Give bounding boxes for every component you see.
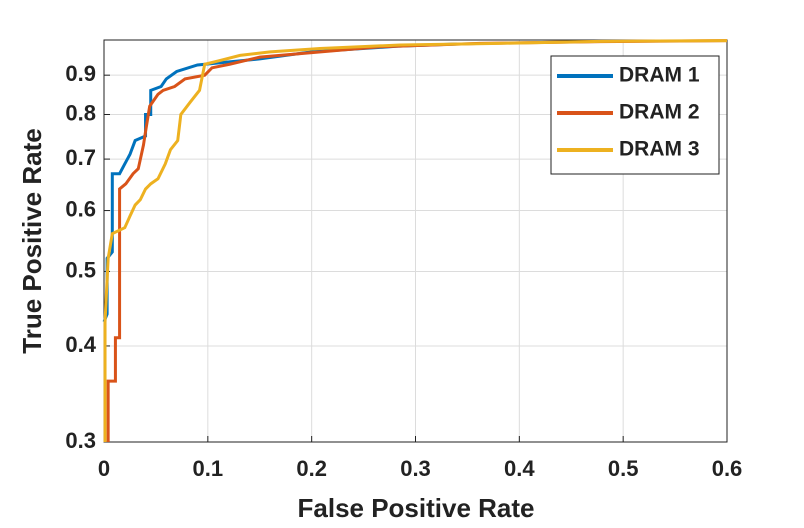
line-series [106, 39, 728, 442]
y-tick-label: 0.3 [65, 428, 96, 453]
legend-label: DRAM 1 [619, 64, 700, 87]
axes-frame [103, 39, 728, 443]
x-tick-label: 0.6 [712, 456, 743, 481]
legend-label: DRAM 3 [619, 138, 700, 161]
x-tick-label: 0.5 [608, 456, 639, 481]
legend-label: DRAM 2 [619, 101, 700, 124]
y-tick-label: 0.9 [65, 61, 96, 86]
y-tick-label: 0.7 [65, 145, 96, 170]
x-axis-label: False Positive Rate [298, 493, 535, 523]
x-tick-label: 0.1 [193, 456, 224, 481]
y-tick-label: 0.5 [65, 257, 96, 282]
x-tick-label: 0.4 [504, 456, 535, 481]
y-tick-label: 0.8 [65, 100, 96, 125]
x-tick-label: 0.3 [400, 456, 431, 481]
y-tick-label: 0.6 [65, 196, 96, 221]
x-tick-label: 0.2 [296, 456, 327, 481]
y-axis-label: True Positive Rate [17, 128, 47, 353]
x-tick-label: 0 [98, 456, 110, 481]
y-tick-label: 0.4 [65, 332, 96, 357]
line-series [103, 39, 728, 442]
